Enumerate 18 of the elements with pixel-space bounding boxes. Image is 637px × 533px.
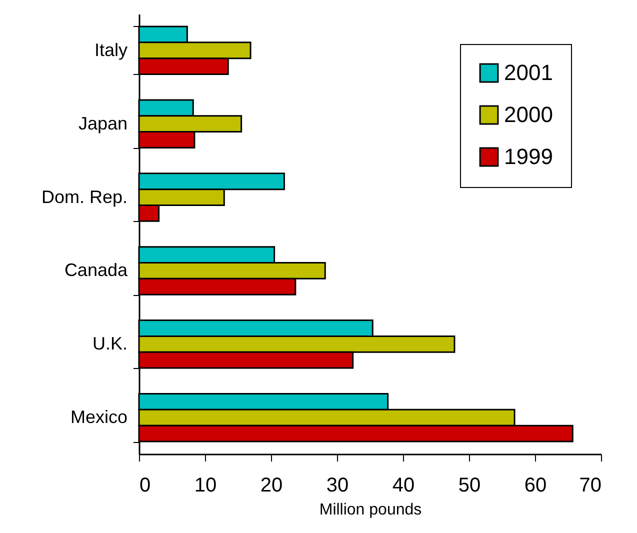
y-tick-label: Japan [78, 113, 128, 134]
legend-label: 1999 [504, 144, 553, 169]
y-tick-label: U.K. [92, 334, 128, 354]
x-axis-title: Million pounds [319, 502, 422, 518]
y-tick-label: Italy [94, 40, 128, 60]
x-tick-label: 40 [392, 474, 415, 496]
x-tick-label: 60 [524, 474, 547, 496]
x-tick-label: 30 [326, 474, 349, 496]
y-tick-label: Mexico [70, 407, 128, 428]
legend-label: 2001 [504, 60, 553, 85]
legend-label: 2000 [504, 102, 553, 127]
x-tick-label: 10 [194, 474, 217, 496]
x-tick-label: 70 [579, 474, 602, 496]
x-tick-label: 0 [140, 474, 151, 496]
x-tick-label: 20 [260, 474, 283, 496]
y-tick-label: Dom. Rep. [41, 186, 128, 207]
y-tick-label: Canada [64, 260, 128, 280]
x-tick-label: 50 [458, 474, 481, 496]
